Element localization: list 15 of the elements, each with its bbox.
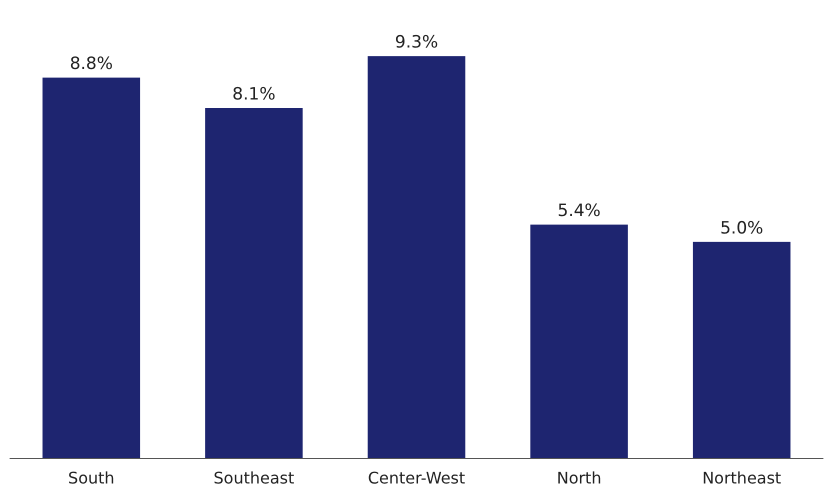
x-tick-label: North <box>556 468 602 488</box>
data-label: 5.4% <box>558 201 601 222</box>
x-tick-label: South <box>68 468 115 488</box>
data-label: 9.3% <box>394 32 438 53</box>
data-label: 8.8% <box>70 54 113 74</box>
x-tick-label: Southeast <box>214 468 294 488</box>
bar <box>530 224 628 458</box>
bar <box>42 78 140 458</box>
bar <box>692 242 790 458</box>
x-tick-label: Northeast <box>702 468 782 488</box>
data-label: 5.0% <box>720 218 764 238</box>
bar <box>205 108 303 458</box>
x-tick-label: Center-West <box>368 468 466 488</box>
data-label: 8.1% <box>232 84 276 104</box>
bar <box>368 56 466 458</box>
